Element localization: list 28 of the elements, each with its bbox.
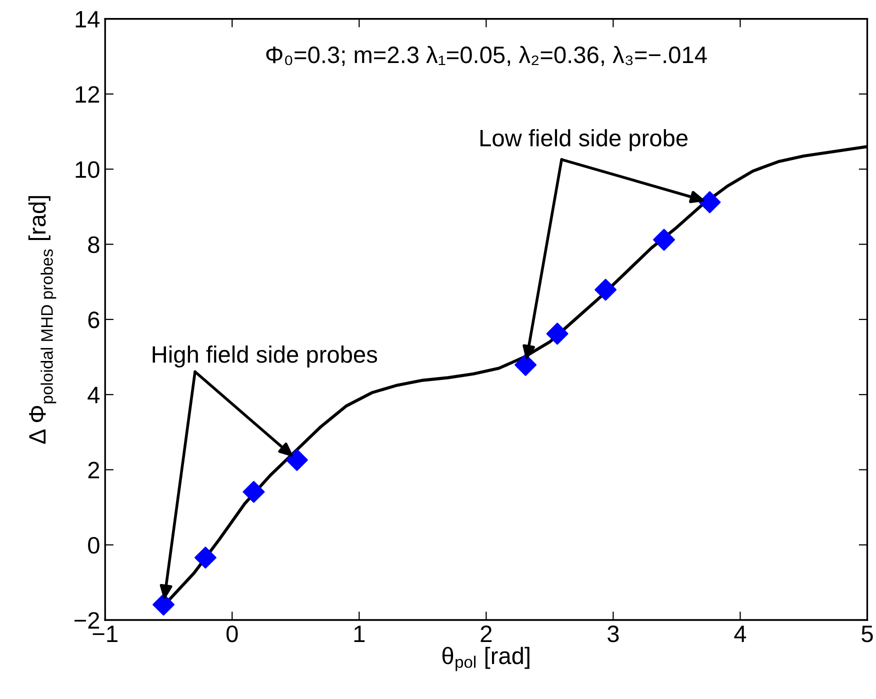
x-tick-label: 2 [480, 626, 492, 642]
y-tick-label: 4 [88, 386, 100, 404]
point [594, 278, 617, 301]
x-axis-title: θ$_{pol}$ [rad] [442, 646, 530, 672]
x-tick-label: 0 [226, 626, 238, 642]
point [242, 480, 265, 503]
point [194, 546, 216, 569]
annotation: High field side probes [152, 346, 378, 368]
y-tick-label: 2 [88, 462, 100, 478]
point [653, 228, 676, 251]
x-tick-label: 4 [734, 626, 746, 642]
annotation: Low field side probe [480, 129, 688, 152]
y-tick-label: 8 [88, 236, 100, 254]
y-tick-label: 14 [76, 11, 100, 28]
annotation: Φ₀=0.3; m=2.3 λ₁=0.05, λ₂=0.36, λ₃=−.014 [266, 46, 707, 66]
x-tick-label: 3 [608, 626, 619, 642]
point [698, 191, 721, 214]
y-tick-label: 12 [76, 86, 100, 103]
point [286, 448, 308, 471]
y-tick-label: 0 [88, 536, 100, 554]
x-tick-label: 1 [354, 626, 365, 642]
point [514, 354, 537, 376]
point [546, 322, 568, 345]
point [152, 594, 175, 616]
y-tick-label: 6 [88, 312, 100, 328]
x-tick-label: 5 [862, 626, 873, 642]
y-axis-title: Δ Φpoloidal MHD probes [rad] [28, 196, 56, 444]
y-tick-label: 10 [76, 161, 100, 178]
